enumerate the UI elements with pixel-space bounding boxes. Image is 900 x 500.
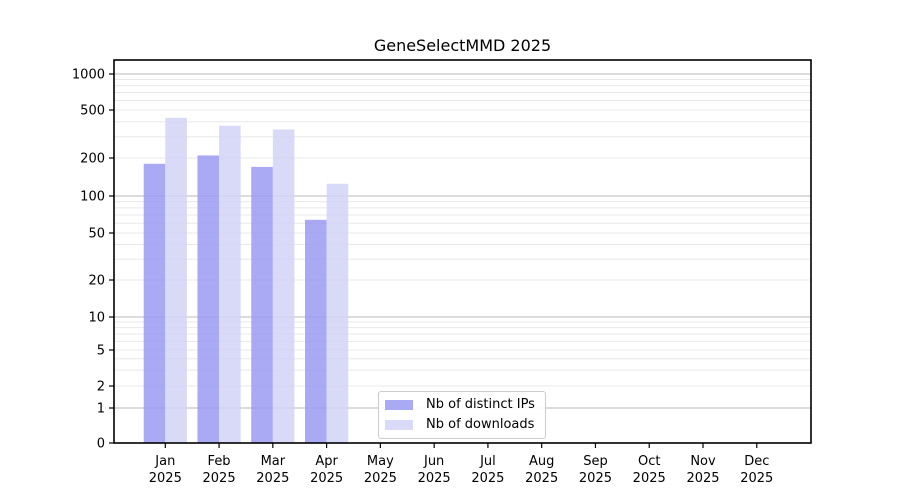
x-tick-label-month: Sep [583, 454, 608, 469]
y-tick-label: 50 [88, 227, 105, 242]
y-tick-label: 100 [80, 190, 105, 205]
x-tick-label-month: Nov [690, 454, 716, 469]
bar-downloads-feb [219, 125, 241, 443]
x-tick-label-month: Oct [638, 454, 660, 469]
legend-label-distinct-ips: Nb of distinct IPs [426, 397, 535, 412]
x-tick-label-year: 2025 [525, 471, 558, 486]
y-tick-label: 2 [97, 380, 105, 395]
chart-title: GeneSelectMMD 2025 [373, 36, 552, 55]
legend-row-distinct-ips: Nb of distinct IPs [385, 398, 535, 412]
x-tick-label-year: 2025 [256, 471, 289, 486]
x-tick-label-month: Feb [208, 454, 231, 469]
y-tick-label: 0 [97, 437, 105, 452]
x-tick-label-year: 2025 [471, 471, 504, 486]
bar-downloads-mar [272, 129, 295, 443]
x-tick-label-year: 2025 [149, 471, 182, 486]
x-tick-label-month: Mar [261, 454, 286, 469]
x-tick-label-year: 2025 [203, 471, 236, 486]
x-tick-label-month: Jul [479, 454, 496, 469]
x-tick-label-month: May [367, 454, 394, 469]
x-tick-label-year: 2025 [418, 471, 451, 486]
x-tick-label-year: 2025 [310, 471, 343, 486]
x-tick-label-year: 2025 [364, 471, 397, 486]
y-tick-label: 500 [80, 104, 105, 119]
legend-swatch-distinct-ips [385, 400, 413, 410]
y-tick-label: 200 [80, 152, 105, 167]
bar-downloads-apr [326, 183, 349, 444]
x-tick-label-year: 2025 [740, 471, 773, 486]
x-tick-label-year: 2025 [579, 471, 612, 486]
bar-distinct-ips-feb [197, 155, 220, 443]
plot-border [113, 59, 812, 444]
bar-distinct-ips-jan [143, 163, 166, 443]
x-tick-label-month: Dec [744, 454, 769, 469]
x-tick-label-month: Aug [529, 454, 554, 469]
y-tick-label: 1 [97, 402, 105, 417]
legend-swatch-downloads [385, 420, 413, 430]
y-tick-label: 5 [97, 344, 105, 359]
legend: Nb of distinct IPs Nb of downloads [378, 391, 546, 439]
x-tick-label-month: Jun [423, 454, 444, 469]
y-tick-label: 10 [88, 311, 105, 326]
legend-label-downloads: Nb of downloads [426, 417, 535, 432]
y-tick-label: 1000 [72, 68, 105, 83]
x-tick-label-year: 2025 [633, 471, 666, 486]
bar-distinct-ips-apr [305, 219, 327, 443]
legend-row-downloads: Nb of downloads [385, 418, 535, 432]
bar-distinct-ips-mar [251, 166, 273, 444]
y-tick-label: 20 [88, 274, 105, 289]
x-tick-label-month: Jan [154, 454, 175, 469]
bar-downloads-jan [165, 117, 187, 443]
x-tick-label-month: Apr [315, 454, 338, 469]
x-tick-label-year: 2025 [686, 471, 719, 486]
